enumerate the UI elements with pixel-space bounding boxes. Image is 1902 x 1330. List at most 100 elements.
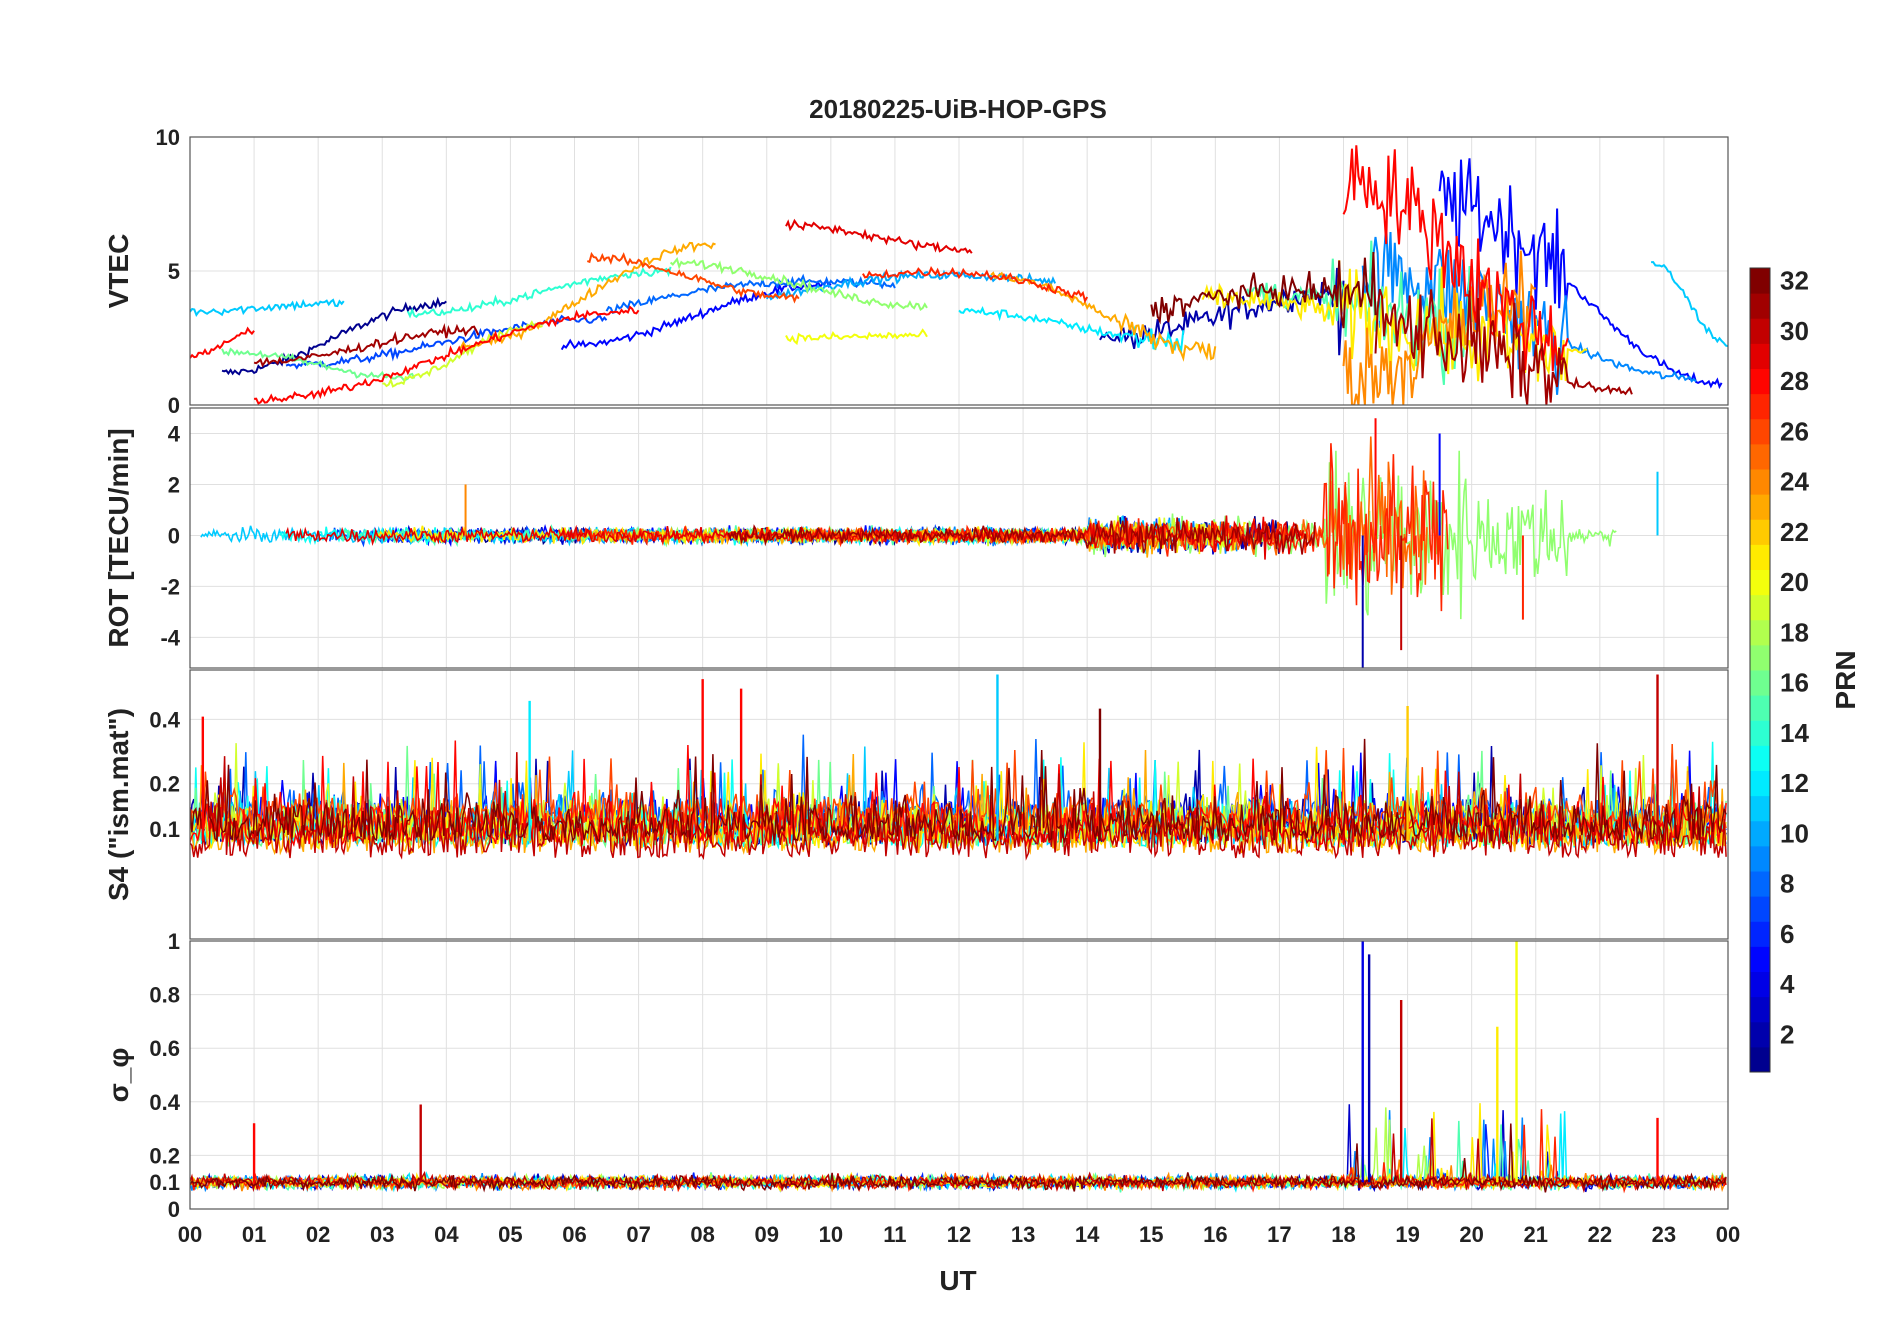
y-tick-label: 0 [168, 523, 180, 548]
sigma-series-prn-32 [190, 1123, 1727, 1193]
colorbar-tick-label: 22 [1780, 517, 1809, 547]
y-tick-label: 4 [168, 421, 181, 446]
rot-series-prn-31 [727, 517, 1316, 555]
y-axis-label: σ_φ [103, 1048, 134, 1103]
x-tick-labels: 00 01 02 03 04 05 06 07 08 09 10 11 12 13 14 15 16 17 18 19… [178, 1222, 1740, 1247]
colorbar-tick-label: 16 [1780, 668, 1809, 698]
colorbar-segment [1750, 569, 1770, 596]
x-tick-label: 16 [1203, 1222, 1227, 1247]
series-line-prn-17 [669, 257, 928, 312]
series-line-prn-11 [190, 298, 345, 318]
x-tick-label: 19 [1395, 1222, 1419, 1247]
colorbar-segment [1750, 519, 1770, 545]
colorbar-segment [1750, 318, 1770, 344]
y-tick-label: 0.2 [149, 1143, 180, 1168]
colorbar-segment [1750, 1046, 1770, 1073]
y-tick-label: 0 [168, 393, 180, 418]
series-line-prn-8 [605, 273, 896, 315]
axes-box [189, 407, 1729, 669]
x-tick-label: 02 [306, 1222, 330, 1247]
panel-rot: -4 -2 0 2 4 ROT [TECU/min] [103, 407, 1729, 669]
y-tick-label: 2 [168, 472, 180, 497]
colorbar-tick-label: 10 [1780, 818, 1809, 848]
y-tick-label: 0.8 [149, 983, 180, 1008]
x-tick-label: 00 [178, 1222, 202, 1247]
y-axis-label: VTEC [103, 234, 134, 309]
colorbar-label: PRN [1830, 650, 1861, 709]
y-tick-label: 10 [156, 125, 180, 150]
colorbar-segment [1750, 695, 1770, 721]
colorbar-segment [1750, 343, 1770, 369]
colorbar-tick-label: 2 [1780, 1019, 1794, 1049]
x-axis-label: UT [939, 1265, 976, 1296]
colorbar-segment [1750, 418, 1770, 445]
series-line-prn-7 [285, 314, 608, 370]
y-tick-label: 0.4 [149, 707, 180, 732]
x-tick-label: 22 [1588, 1222, 1612, 1247]
colorbar-frame [1749, 267, 1771, 1073]
series-line-prn-28 [254, 305, 640, 405]
colorbar-segment [1750, 443, 1770, 470]
plot-area [200, 418, 1659, 668]
colorbar-tick-label: 18 [1780, 617, 1809, 647]
plot-area [190, 674, 1727, 861]
axes-box [189, 136, 1729, 406]
colorbar-segment [1750, 293, 1770, 319]
series-line-prn-12 [958, 305, 1185, 354]
x-tick-label: 04 [434, 1222, 459, 1247]
x-tick-label: 10 [819, 1222, 843, 1247]
x-tick-label: 11 [883, 1222, 906, 1247]
colorbar-segment [1750, 268, 1770, 294]
series-line-prn-23 [458, 241, 716, 350]
series-line-prn-28 [1342, 145, 1569, 372]
y-tick-label: 0.6 [149, 1036, 180, 1061]
x-tick-label: 23 [1652, 1222, 1676, 1247]
series-line-prn-26 [586, 251, 800, 304]
series-line-prn-19 [382, 320, 543, 388]
colorbar-segment [1750, 996, 1770, 1023]
y-tick-label: 0 [168, 1197, 180, 1222]
colorbar-tick-label: 20 [1780, 567, 1809, 597]
colorbar-segment [1750, 770, 1770, 797]
y-tick-label: 1 [168, 929, 180, 954]
series-line-prn-9 [1361, 225, 1697, 395]
y-tick-label: 0.1 [149, 1170, 180, 1195]
colorbar-segment [1750, 469, 1770, 495]
colorbar-segment [1750, 871, 1770, 897]
series-line-prn-14 [406, 266, 672, 319]
x-tick-label: 08 [690, 1222, 714, 1247]
colorbar-segment [1750, 971, 1770, 998]
x-tick-label: 09 [755, 1222, 779, 1247]
series-line-prn-20 [785, 328, 928, 346]
y-tick-label: -4 [160, 625, 180, 650]
x-tick-label: 13 [1011, 1222, 1035, 1247]
rot-series-prn-17 [578, 450, 1617, 620]
x-tick-label: 05 [498, 1222, 522, 1247]
colorbar-tick-label: 32 [1780, 266, 1809, 296]
y-axis-label: S4 ("ism.mat") [103, 708, 134, 901]
axes-box [189, 940, 1729, 1210]
axes-box [189, 669, 1729, 940]
colorbar-segment [1750, 946, 1770, 972]
sigma-series-prn-30 [190, 1118, 1727, 1194]
series-line-prn-16 [221, 347, 416, 381]
x-tick-label: 06 [562, 1222, 586, 1247]
x-tick-label: 17 [1267, 1222, 1291, 1247]
x-tick-label: 01 [242, 1222, 266, 1247]
series-line-prn-24 [1342, 250, 1536, 405]
colorbar-segment [1750, 594, 1770, 621]
colorbar-segment [1750, 720, 1770, 746]
series-line-prn-27 [862, 266, 1089, 304]
series-line-prn-5 [560, 277, 832, 351]
x-tick-label: 14 [1075, 1222, 1100, 1247]
panel-vtec: 0 5 10 VTEC [103, 125, 1729, 418]
panel-s4: 0.1 0.2 0.4 S4 ("ism.mat") [103, 669, 1729, 940]
series-line-prn-11 [1651, 261, 1728, 348]
x-tick-label: 07 [626, 1222, 650, 1247]
plot-area [190, 941, 1727, 1194]
series-line-prn-23 [990, 271, 1217, 362]
colorbar-tick-label: 26 [1780, 416, 1809, 446]
y-axis-label: ROT [TECU/min] [103, 428, 134, 647]
